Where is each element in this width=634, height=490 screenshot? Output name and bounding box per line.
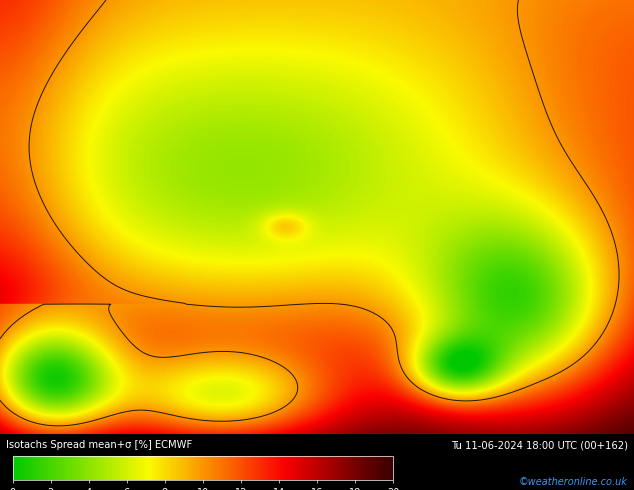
Text: ©weatheronline.co.uk: ©weatheronline.co.uk: [519, 477, 628, 487]
Text: Tu 11-06-2024 18:00 UTC (00+162): Tu 11-06-2024 18:00 UTC (00+162): [451, 441, 628, 450]
Text: Isotachs Spread mean+σ [%] ECMWF: Isotachs Spread mean+σ [%] ECMWF: [6, 441, 193, 450]
